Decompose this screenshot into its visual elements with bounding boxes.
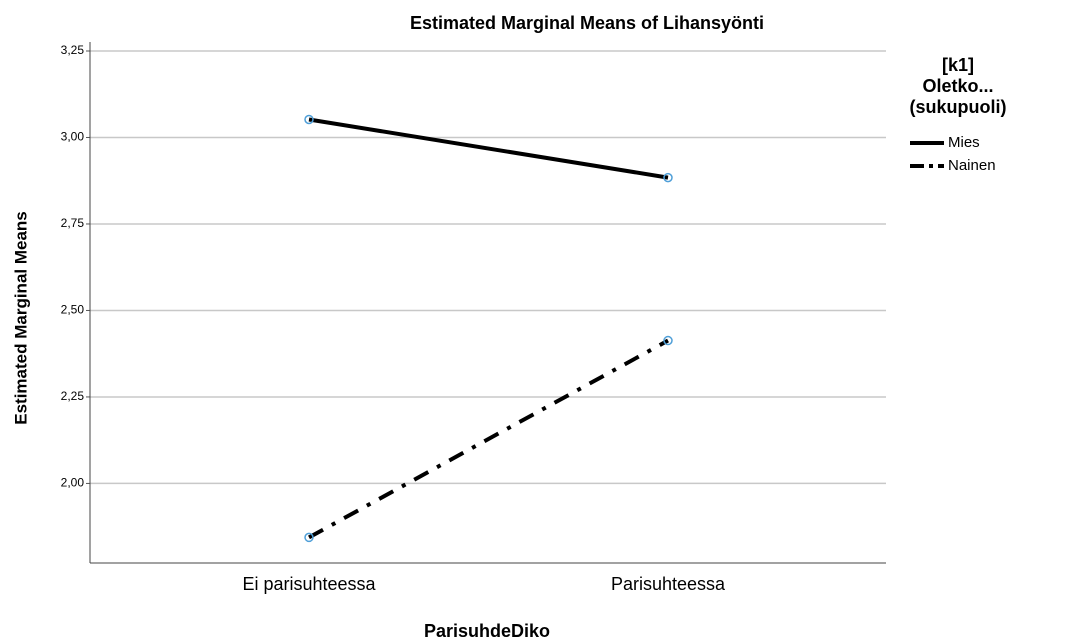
point-marker xyxy=(304,532,314,543)
legend-title: (sukupuoli) xyxy=(910,97,1007,117)
x-tick-label: Parisuhteessa xyxy=(611,574,726,594)
point-marker xyxy=(663,335,673,346)
series-line xyxy=(308,338,669,540)
y-tick-label: 3,00 xyxy=(61,130,85,144)
x-axis-label: ParisuhdeDiko xyxy=(424,621,550,641)
point-marker xyxy=(304,114,314,125)
y-tick-label: 2,25 xyxy=(61,389,85,403)
legend-label: Nainen xyxy=(948,157,996,174)
y-axis-label: Estimated Marginal Means xyxy=(11,211,30,425)
y-tick-label: 3,25 xyxy=(61,43,85,57)
point-marker xyxy=(663,172,673,183)
legend-label: Mies xyxy=(948,134,980,151)
series-line xyxy=(308,117,669,180)
chart-title: Estimated Marginal Means of Lihansyönti xyxy=(410,13,764,33)
y-tick-label: 2,00 xyxy=(61,476,85,490)
y-tick-label: 2,75 xyxy=(61,216,85,230)
legend-title: Oletko... xyxy=(922,76,993,96)
x-tick-label: Ei parisuhteessa xyxy=(242,574,376,594)
y-tick-label: 2,50 xyxy=(61,303,85,317)
legend-title: [k1] xyxy=(942,55,974,75)
